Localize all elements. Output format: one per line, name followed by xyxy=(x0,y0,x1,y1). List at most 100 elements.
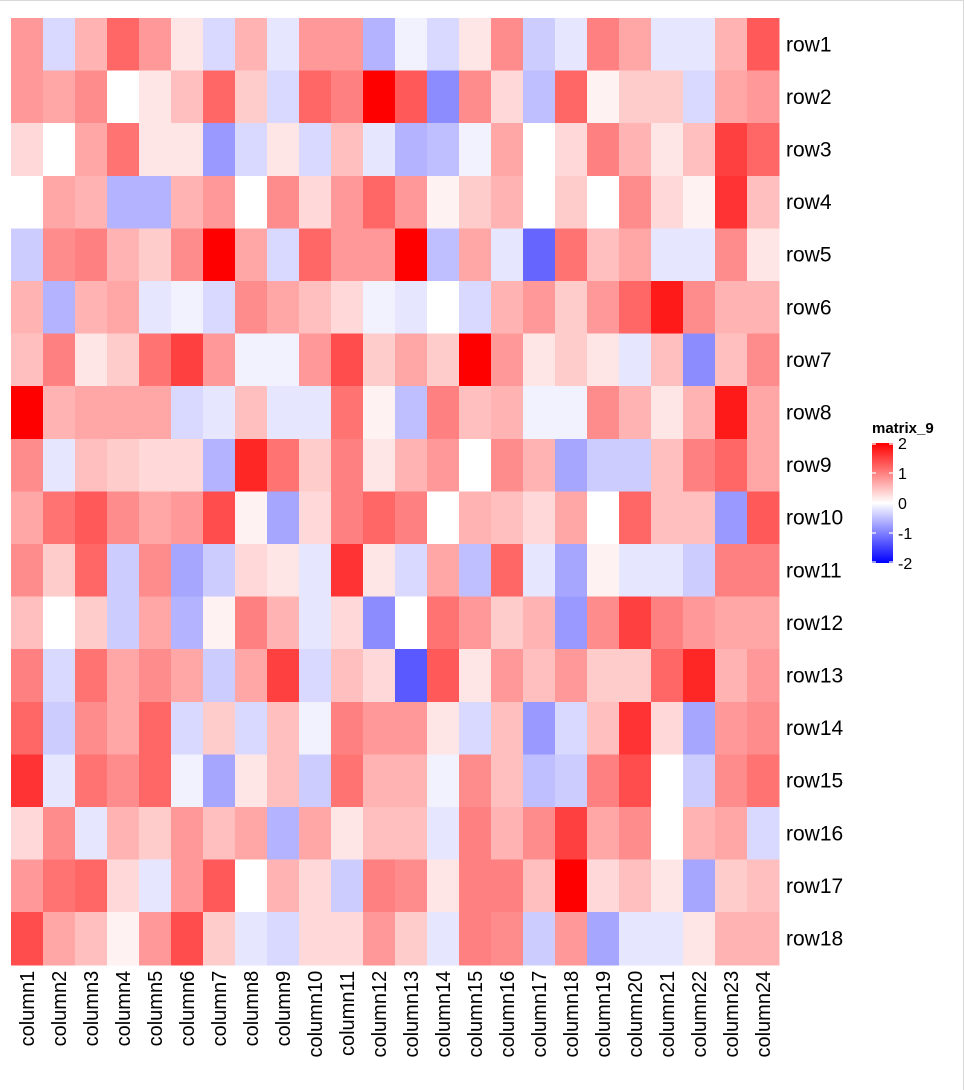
heatmap-cell xyxy=(395,70,428,124)
heatmap-cell xyxy=(299,386,332,440)
heatmap-cell xyxy=(427,70,460,124)
heatmap-cell xyxy=(651,70,684,124)
column-label: column17 xyxy=(529,971,551,1058)
heatmap-cell xyxy=(139,701,172,755)
heatmap-cell xyxy=(683,912,716,966)
heatmap-cell xyxy=(235,281,268,335)
heatmap-cell xyxy=(523,754,556,808)
heatmap-cell xyxy=(491,281,524,335)
heatmap-cell xyxy=(651,18,684,72)
heatmap-cell xyxy=(651,912,684,966)
heatmap-cell xyxy=(747,912,780,966)
heatmap-cell xyxy=(651,228,684,282)
heatmap-cell xyxy=(491,123,524,177)
heatmap-cell xyxy=(683,544,716,598)
heatmap-cell xyxy=(107,859,140,913)
heatmap-cell xyxy=(491,859,524,913)
heatmap-cell xyxy=(267,228,300,282)
column-label: column21 xyxy=(657,971,679,1058)
heatmap-cell xyxy=(395,649,428,703)
heatmap-cell xyxy=(139,649,172,703)
heatmap-cell xyxy=(747,438,780,492)
heatmap-cell xyxy=(427,649,460,703)
heatmap-cell xyxy=(459,491,492,545)
row-label: row18 xyxy=(786,928,843,951)
heatmap-cell xyxy=(427,754,460,808)
heatmap-cell xyxy=(683,333,716,387)
heatmap-cell xyxy=(555,438,588,492)
heatmap-cell xyxy=(299,333,332,387)
column-label: column19 xyxy=(593,971,615,1058)
column-label: column3 xyxy=(81,971,103,1047)
heatmap-cell xyxy=(235,807,268,861)
heatmap-cell xyxy=(587,281,620,335)
heatmap-cell xyxy=(715,596,748,650)
heatmap-cell xyxy=(203,491,236,545)
row-label: row3 xyxy=(786,139,832,162)
heatmap-cell xyxy=(139,123,172,177)
heatmap-cell xyxy=(395,228,428,282)
heatmap-cell xyxy=(651,333,684,387)
row-label: row6 xyxy=(786,296,832,319)
heatmap-cell xyxy=(107,333,140,387)
heatmap-cell xyxy=(11,807,44,861)
heatmap-cell xyxy=(491,175,524,229)
heatmap-cell xyxy=(619,649,652,703)
heatmap-cell xyxy=(75,70,108,124)
heatmap-cell xyxy=(459,912,492,966)
heatmap-cell xyxy=(11,18,44,72)
heatmap-cell xyxy=(363,228,396,282)
heatmap-cell xyxy=(747,544,780,598)
heatmap-cell xyxy=(43,807,76,861)
heatmap-cell xyxy=(651,123,684,177)
heatmap-cell xyxy=(715,544,748,598)
heatmap-cell xyxy=(459,649,492,703)
heatmap-cell xyxy=(427,859,460,913)
heatmap-cell xyxy=(587,175,620,229)
heatmap-cell xyxy=(43,754,76,808)
row-label: row7 xyxy=(786,349,832,372)
heatmap-cell xyxy=(267,649,300,703)
heatmap-cell xyxy=(523,175,556,229)
heatmap-cell xyxy=(491,754,524,808)
legend-tick-label: 1 xyxy=(898,466,907,483)
heatmap-cell xyxy=(683,807,716,861)
heatmap-cell xyxy=(75,649,108,703)
heatmap-cell xyxy=(363,491,396,545)
heatmap-cell xyxy=(203,175,236,229)
heatmap-cell xyxy=(587,333,620,387)
heatmap-cell xyxy=(747,649,780,703)
heatmap-cell xyxy=(203,544,236,598)
heatmap-cell xyxy=(11,754,44,808)
heatmap-cell xyxy=(491,18,524,72)
column-label: column11 xyxy=(337,971,359,1056)
heatmap-cell xyxy=(139,912,172,966)
heatmap-cell xyxy=(587,70,620,124)
heatmap-cell xyxy=(331,70,364,124)
column-label: column6 xyxy=(177,971,199,1047)
heatmap-cell xyxy=(171,912,204,966)
heatmap-cell xyxy=(203,386,236,440)
heatmap-cell xyxy=(587,807,620,861)
heatmap-cell xyxy=(139,859,172,913)
heatmap-cell xyxy=(267,18,300,72)
row-label: row15 xyxy=(786,770,843,793)
heatmap-cell xyxy=(43,228,76,282)
heatmap-cell xyxy=(683,228,716,282)
heatmap-cell xyxy=(107,596,140,650)
heatmap-cell xyxy=(267,333,300,387)
heatmap-cell xyxy=(331,859,364,913)
heatmap-cell xyxy=(171,386,204,440)
heatmap-cell xyxy=(747,333,780,387)
heatmap-cell xyxy=(299,281,332,335)
heatmap-cell xyxy=(523,701,556,755)
heatmap-cell xyxy=(523,70,556,124)
column-label: column1 xyxy=(17,971,39,1047)
heatmap-cell xyxy=(619,386,652,440)
heatmap-cell xyxy=(107,544,140,598)
heatmap-cell xyxy=(235,701,268,755)
row-labels: row1 row2 row3 row4 row5 row6 row7 row8 row9 row1… xyxy=(786,33,844,950)
heatmap-cell xyxy=(683,701,716,755)
heatmap-cell xyxy=(395,754,428,808)
heatmap-cell xyxy=(619,175,652,229)
